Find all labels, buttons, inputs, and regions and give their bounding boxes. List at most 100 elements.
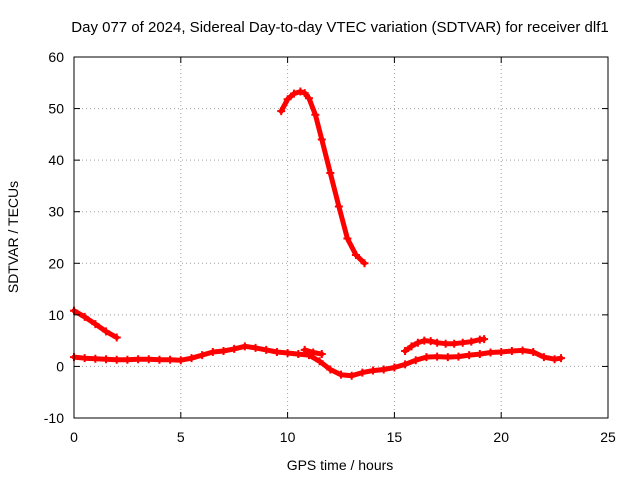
data-point	[507, 346, 516, 355]
data-point	[296, 87, 305, 96]
data-point	[369, 366, 378, 375]
x-tick-label: 5	[177, 429, 185, 445]
data-point	[300, 89, 309, 98]
y-axis-title: SDTVAR / TECUs	[5, 181, 21, 293]
data-point	[112, 355, 121, 364]
y-tick-label: 30	[48, 204, 64, 220]
data-layer	[70, 87, 566, 380]
data-point	[379, 365, 388, 374]
data-point	[290, 89, 299, 98]
data-point	[426, 337, 435, 346]
grid	[74, 57, 608, 418]
x-tick-label: 25	[600, 429, 616, 445]
y-tick-label: 50	[48, 101, 64, 117]
data-point	[311, 110, 320, 119]
series-4	[401, 335, 489, 355]
data-point	[475, 350, 484, 359]
data-point	[262, 345, 271, 354]
data-point	[277, 107, 286, 116]
data-point	[465, 351, 474, 360]
data-point	[134, 355, 143, 364]
data-point	[433, 352, 442, 361]
y-tick-label: 0	[56, 358, 64, 374]
data-point	[450, 339, 459, 348]
y-tick-label: 10	[48, 307, 64, 323]
data-point	[550, 355, 559, 364]
ticks: 0 5 10 15 20 25 -10 0 10 20 30 40 50 60	[44, 49, 616, 445]
data-point	[315, 357, 324, 366]
data-point	[413, 338, 422, 347]
data-point	[272, 347, 281, 356]
data-point	[557, 354, 566, 363]
data-point	[343, 234, 352, 243]
data-point	[144, 355, 153, 364]
x-tick-label: 0	[70, 429, 78, 445]
data-point	[443, 353, 452, 362]
data-point	[334, 202, 343, 211]
data-point	[155, 355, 164, 364]
data-point	[529, 347, 538, 356]
data-point	[198, 351, 207, 360]
data-point	[497, 347, 506, 356]
data-point	[518, 346, 527, 355]
data-point	[454, 352, 463, 361]
data-point	[80, 354, 89, 363]
data-point	[358, 368, 367, 377]
data-point	[407, 342, 416, 351]
data-point	[337, 370, 345, 379]
y-tick-label: -10	[44, 410, 64, 426]
data-point	[317, 135, 326, 144]
data-point	[539, 353, 548, 362]
data-point	[80, 312, 89, 321]
x-tick-label: 10	[280, 429, 296, 445]
data-point	[176, 356, 185, 365]
data-point	[422, 353, 431, 362]
x-axis-title: GPS time / hours	[287, 457, 394, 473]
series-2	[277, 87, 369, 268]
data-point	[91, 354, 100, 363]
data-point	[390, 363, 399, 372]
data-point	[467, 337, 476, 346]
data-point	[187, 354, 196, 363]
data-point	[208, 347, 217, 356]
data-point	[351, 251, 360, 260]
data-point	[347, 371, 356, 380]
data-point	[458, 338, 467, 347]
data-point	[300, 345, 309, 354]
data-point	[283, 95, 292, 104]
data-point	[401, 346, 410, 355]
data-point	[219, 346, 228, 355]
data-point	[112, 333, 121, 342]
data-point	[230, 344, 239, 353]
plot-frame	[73, 56, 609, 419]
data-point	[309, 348, 318, 357]
data-point	[360, 259, 369, 268]
y-tick-label: 60	[48, 49, 64, 65]
data-point	[251, 343, 260, 352]
x-tick-label: 15	[387, 429, 403, 445]
data-point	[283, 349, 292, 358]
data-point	[317, 350, 326, 359]
data-point	[441, 339, 450, 348]
data-point	[102, 355, 111, 364]
data-point	[326, 169, 335, 178]
data-point	[166, 355, 175, 364]
x-tick-label: 20	[493, 429, 509, 445]
data-point	[486, 348, 495, 357]
series-0	[70, 342, 566, 380]
data-point	[294, 350, 303, 359]
y-tick-label: 40	[48, 152, 64, 168]
y-tick-label: 20	[48, 255, 64, 271]
data-point	[326, 365, 335, 374]
data-point	[240, 342, 249, 351]
data-point	[480, 335, 489, 344]
data-point	[304, 94, 313, 103]
data-point	[91, 320, 100, 329]
chart-title: Day 077 of 2024, Sidereal Day-to-day VTE…	[71, 19, 608, 36]
data-point	[401, 360, 410, 369]
data-point	[411, 356, 420, 365]
data-point	[102, 327, 111, 336]
data-point	[123, 355, 132, 364]
